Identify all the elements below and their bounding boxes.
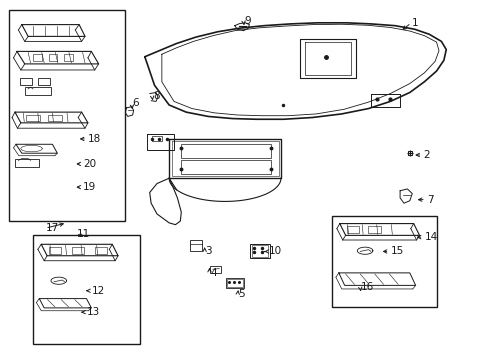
Bar — [95, 247, 107, 253]
Text: 10: 10 — [268, 247, 282, 256]
Bar — [251, 246, 268, 257]
Text: 6: 6 — [132, 98, 139, 108]
Text: 11: 11 — [77, 229, 90, 239]
Bar — [47, 115, 62, 121]
Bar — [227, 279, 243, 287]
Bar — [25, 87, 51, 95]
Text: 4: 4 — [210, 268, 217, 278]
Bar — [225, 278, 244, 288]
Text: 19: 19 — [83, 182, 96, 192]
Bar — [9, 10, 125, 221]
Text: 15: 15 — [389, 247, 403, 256]
Text: 17: 17 — [46, 223, 59, 233]
Text: 3: 3 — [205, 247, 212, 256]
Text: 7: 7 — [426, 195, 432, 204]
Bar — [72, 247, 84, 253]
Bar — [64, 54, 73, 61]
Bar — [250, 244, 269, 258]
Bar — [48, 54, 57, 61]
Bar — [33, 235, 140, 344]
Bar — [331, 216, 436, 307]
Bar — [26, 115, 40, 121]
Bar — [210, 266, 221, 273]
Text: 9: 9 — [244, 16, 251, 26]
Text: 8: 8 — [153, 91, 160, 101]
Text: 5: 5 — [238, 289, 245, 299]
Bar — [49, 247, 61, 253]
Bar — [20, 78, 32, 85]
Text: 18: 18 — [88, 134, 101, 144]
Bar — [346, 226, 358, 233]
Bar — [181, 160, 271, 174]
Bar — [38, 78, 50, 85]
Text: 14: 14 — [424, 232, 437, 242]
Text: 20: 20 — [83, 159, 96, 169]
Text: 1: 1 — [411, 18, 418, 28]
Bar — [181, 144, 271, 158]
Text: 16: 16 — [361, 282, 374, 292]
Text: 13: 13 — [86, 307, 100, 317]
Bar — [33, 54, 41, 61]
Bar — [190, 240, 202, 251]
Bar — [15, 158, 39, 167]
Bar — [152, 136, 162, 141]
Bar — [368, 226, 380, 233]
Text: 12: 12 — [91, 286, 104, 296]
Text: 2: 2 — [423, 150, 429, 160]
